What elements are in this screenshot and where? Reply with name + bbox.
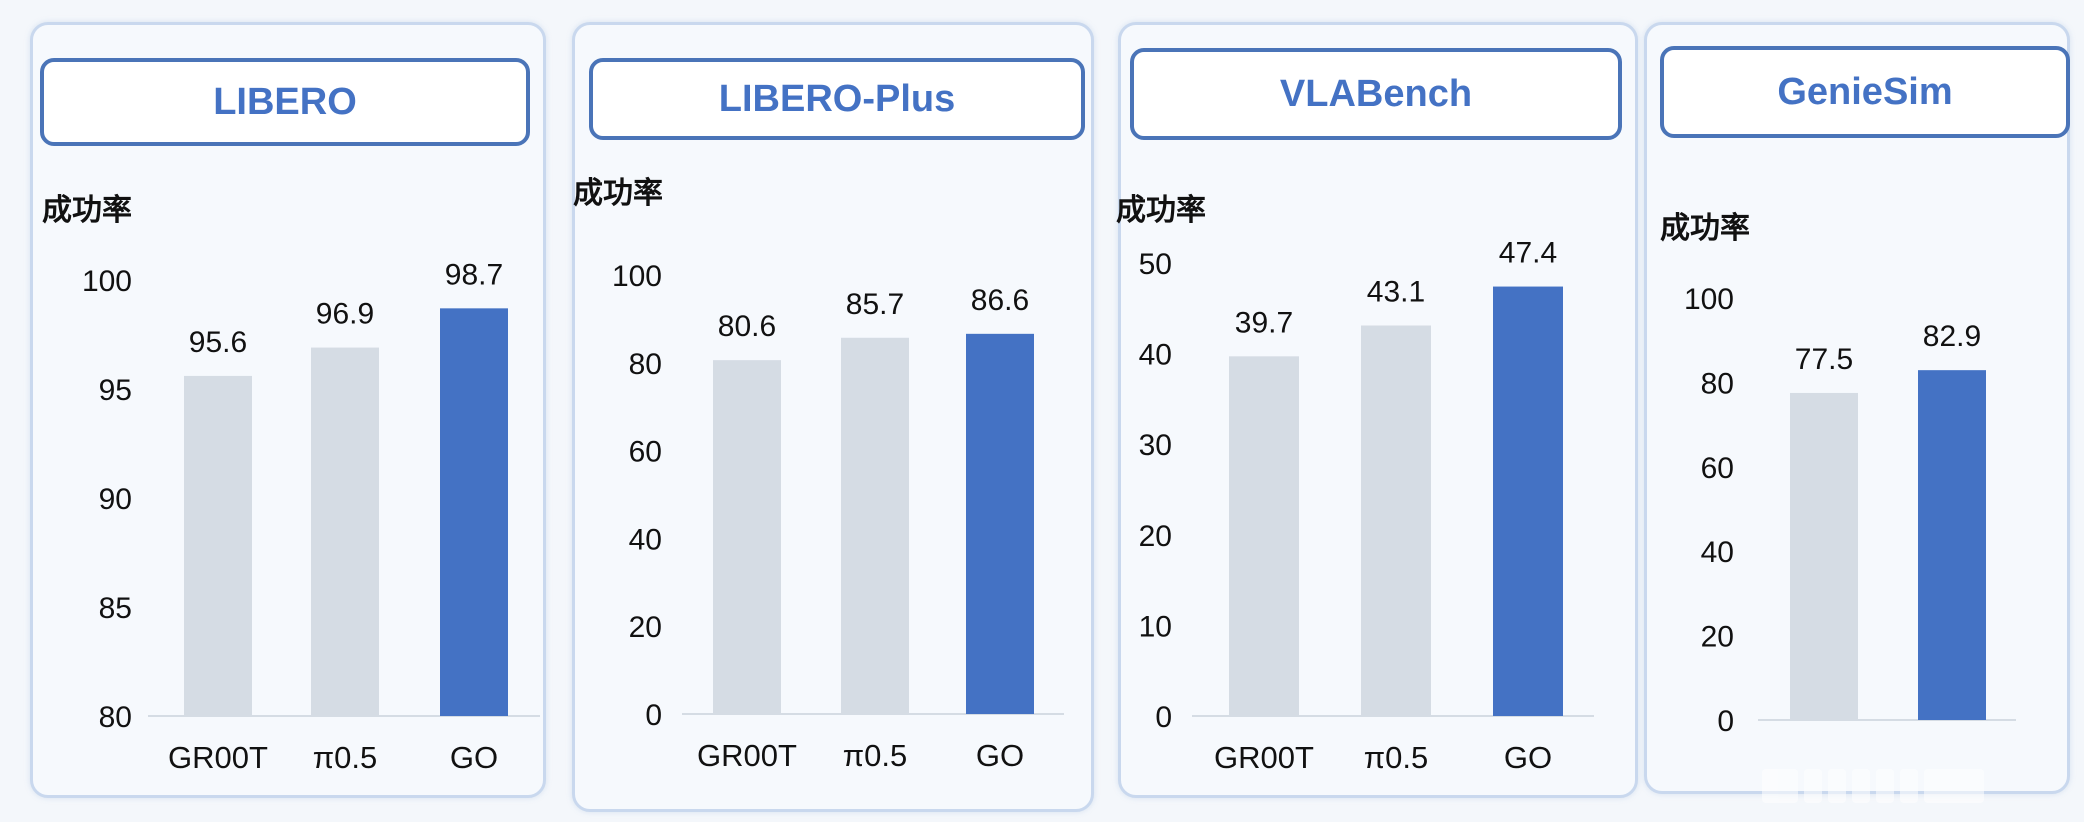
watermark <box>1762 764 2062 808</box>
chart-title-libero-plus: LIBERO-Plus <box>589 58 1085 140</box>
data-label: 82.9 <box>1923 320 1981 353</box>
bar-highlight <box>1493 286 1563 716</box>
chart-title-libero: LIBERO <box>40 58 530 146</box>
data-label: 85.7 <box>846 288 904 321</box>
bar <box>184 375 252 716</box>
data-label: 39.7 <box>1235 306 1293 339</box>
x-tick-label: GR00T <box>168 740 268 775</box>
y-tick-label: 20 <box>1701 621 1734 654</box>
y-tick-label: 0 <box>1155 701 1172 734</box>
y-tick-label: 100 <box>82 265 132 298</box>
y-tick-label: 0 <box>645 699 662 732</box>
y-tick-label: 60 <box>629 436 662 469</box>
data-label: 96.9 <box>316 298 374 331</box>
y-tick-label: 30 <box>1139 429 1172 462</box>
bar <box>1361 325 1431 716</box>
data-label: 98.7 <box>445 258 503 291</box>
y-tick-label: 0 <box>1717 705 1734 738</box>
x-tick-label: GO <box>1504 740 1552 775</box>
y-tick-label: 20 <box>629 611 662 644</box>
y-tick-label: 95 <box>99 374 132 407</box>
y-tick-label: 80 <box>99 701 132 734</box>
chart-title-vlabench: VLABench <box>1130 48 1622 140</box>
x-tick-label: GO <box>450 740 498 775</box>
y-tick-label: 40 <box>629 523 662 556</box>
y-axis-label: 成功率 <box>573 176 663 211</box>
data-label: 95.6 <box>189 326 247 359</box>
y-axis-label: 成功率 <box>1660 211 1750 246</box>
data-label: 86.6 <box>971 284 1029 317</box>
y-tick-label: 100 <box>612 260 662 293</box>
bar <box>1790 392 1858 720</box>
bar-highlight <box>966 333 1034 714</box>
bar <box>1229 356 1299 716</box>
y-tick-label: 50 <box>1139 248 1172 281</box>
x-tick-label: π0.5 <box>313 740 377 775</box>
x-tick-label: GO <box>976 738 1024 773</box>
bar-highlight <box>1918 370 1986 720</box>
x-tick-label: GR00T <box>1214 740 1314 775</box>
bar <box>713 360 781 714</box>
data-label: 77.5 <box>1795 343 1853 376</box>
bar-highlight <box>440 308 508 716</box>
y-tick-label: 85 <box>99 592 132 625</box>
bar <box>311 347 379 716</box>
y-tick-label: 80 <box>1701 367 1734 400</box>
y-axis-label: 成功率 <box>42 193 132 228</box>
y-tick-label: 90 <box>99 483 132 516</box>
bar <box>841 337 909 714</box>
chart-title-geniesim: GenieSim <box>1660 46 2070 138</box>
y-axis-label: 成功率 <box>1116 193 1206 228</box>
y-tick-label: 20 <box>1139 520 1172 553</box>
y-tick-label: 40 <box>1139 339 1172 372</box>
x-tick-label: π0.5 <box>843 738 907 773</box>
x-tick-label: GR00T <box>697 738 797 773</box>
y-tick-label: 100 <box>1684 283 1734 316</box>
data-label: 47.4 <box>1499 237 1557 270</box>
y-tick-label: 10 <box>1139 610 1172 643</box>
data-label: 43.1 <box>1367 276 1425 309</box>
x-tick-label: π0.5 <box>1364 740 1428 775</box>
y-tick-label: 40 <box>1701 536 1734 569</box>
y-tick-label: 60 <box>1701 452 1734 485</box>
data-label: 80.6 <box>718 310 776 343</box>
y-tick-label: 80 <box>629 348 662 381</box>
